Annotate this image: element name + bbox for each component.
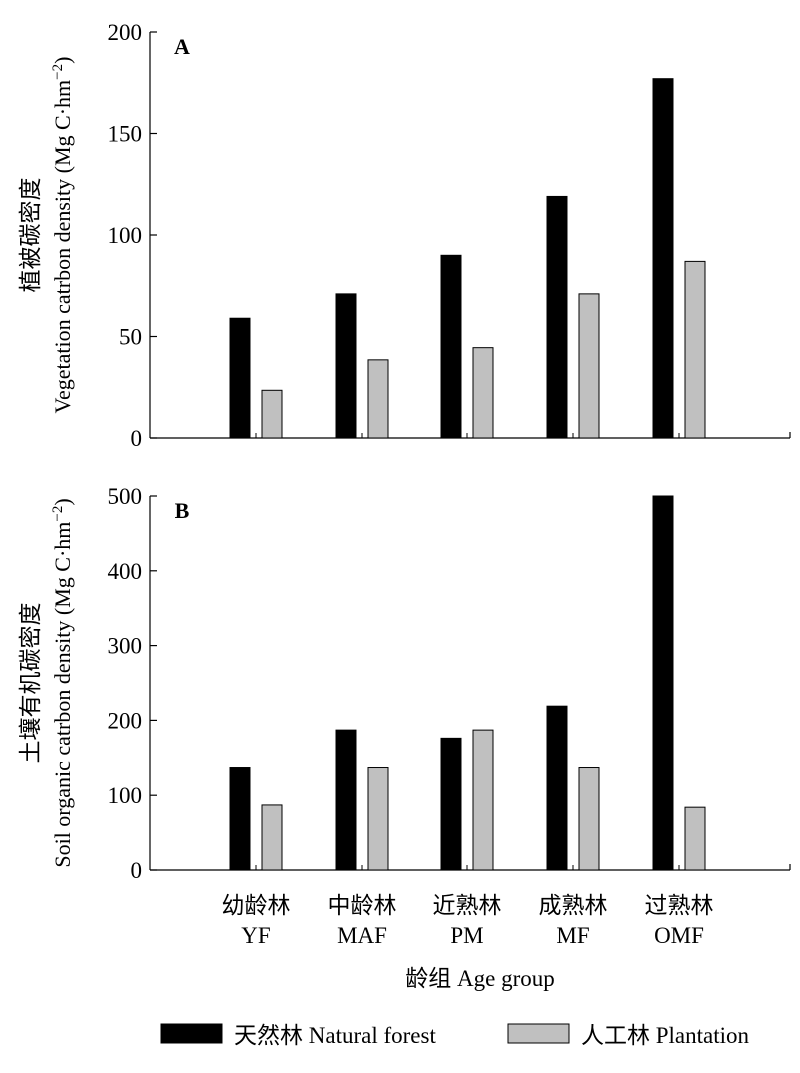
x-tick-label-zh: 幼龄林 bbox=[222, 893, 291, 918]
x-tick-label-en: MAF bbox=[337, 923, 387, 948]
bar-natural-forest bbox=[652, 495, 674, 871]
bar-natural-forest bbox=[440, 737, 462, 871]
y-tick-label: 150 bbox=[108, 122, 143, 147]
bar-natural-forest bbox=[335, 293, 357, 439]
bar-natural-forest bbox=[440, 254, 462, 439]
bar-plantation bbox=[472, 729, 494, 871]
bar-natural-forest bbox=[546, 195, 568, 439]
legend-label: 人工林 Plantation bbox=[581, 1023, 750, 1048]
bar-natural-forest bbox=[229, 317, 251, 439]
panel-label: B bbox=[175, 498, 190, 523]
panel-b-chart: 0 100 200 300 400 500 B 土壤有机碳密度 Soil organic cat… bbox=[18, 484, 791, 883]
y-tick-label: 50 bbox=[119, 325, 142, 350]
x-tick-label-zh: 中龄林 bbox=[328, 893, 397, 918]
x-tick-label-zh: 成熟林 bbox=[539, 893, 608, 918]
x-tick-label-en: YF bbox=[241, 923, 270, 948]
bar-plantation bbox=[261, 389, 283, 439]
x-tick-label-zh: 过熟林 bbox=[645, 893, 714, 918]
legend-swatch bbox=[160, 1023, 223, 1044]
y-tick-label: 200 bbox=[108, 20, 143, 45]
y-tick-label: 0 bbox=[131, 426, 143, 451]
bar-natural-forest bbox=[335, 729, 357, 871]
bar-plantation bbox=[367, 767, 389, 871]
y-axis-label-zh: 土壤有机碳密度 bbox=[18, 603, 43, 764]
x-tick-label-en: MF bbox=[556, 923, 589, 948]
bar-plantation bbox=[684, 806, 706, 871]
bar-plantation bbox=[261, 804, 283, 871]
y-tick-label: 200 bbox=[108, 708, 143, 733]
legend: 天然林 Natural forest 人工林 Plantation bbox=[160, 1023, 750, 1048]
panel-label: A bbox=[174, 34, 190, 59]
x-tick-label-en: PM bbox=[450, 923, 483, 948]
y-axis-label-en: Vegetation catrbon density (Mg C·hm−2) bbox=[50, 57, 75, 414]
bar-natural-forest bbox=[652, 78, 674, 439]
y-axis-label-zh: 植被碳密度 bbox=[18, 178, 43, 293]
y-axis-label-en: Soil organic catrbon density (Mg C·hm−2) bbox=[50, 498, 75, 867]
y-tick-label: 300 bbox=[108, 634, 143, 659]
panel-a-chart: 0 50 100 150 200 A 植被碳密度 Vegetation catrbon den… bbox=[18, 20, 791, 451]
bar-plantation bbox=[578, 767, 600, 871]
bar-natural-forest bbox=[546, 705, 568, 871]
bar-plantation bbox=[578, 293, 600, 439]
y-tick-label: 500 bbox=[108, 484, 143, 509]
legend-swatch bbox=[507, 1023, 570, 1044]
x-tick-label-en: OMF bbox=[654, 923, 704, 948]
legend-label: 天然林 Natural forest bbox=[234, 1023, 436, 1048]
x-tick-label-zh: 近熟林 bbox=[433, 893, 502, 918]
bar-plantation bbox=[472, 347, 494, 439]
bar-natural-forest bbox=[229, 767, 251, 871]
y-tick-label: 0 bbox=[131, 858, 143, 883]
bar-plantation bbox=[684, 260, 706, 439]
bar-plantation bbox=[367, 359, 389, 439]
x-axis-label: 龄组 Age group bbox=[405, 966, 554, 991]
y-tick-label: 100 bbox=[108, 783, 143, 808]
x-category-labels: 幼龄林 YF 中龄林 MAF 近熟林 PM 成熟林 MF 过熟林 OMF bbox=[222, 893, 714, 948]
y-tick-label: 100 bbox=[108, 223, 143, 248]
y-tick-label: 400 bbox=[108, 559, 143, 584]
